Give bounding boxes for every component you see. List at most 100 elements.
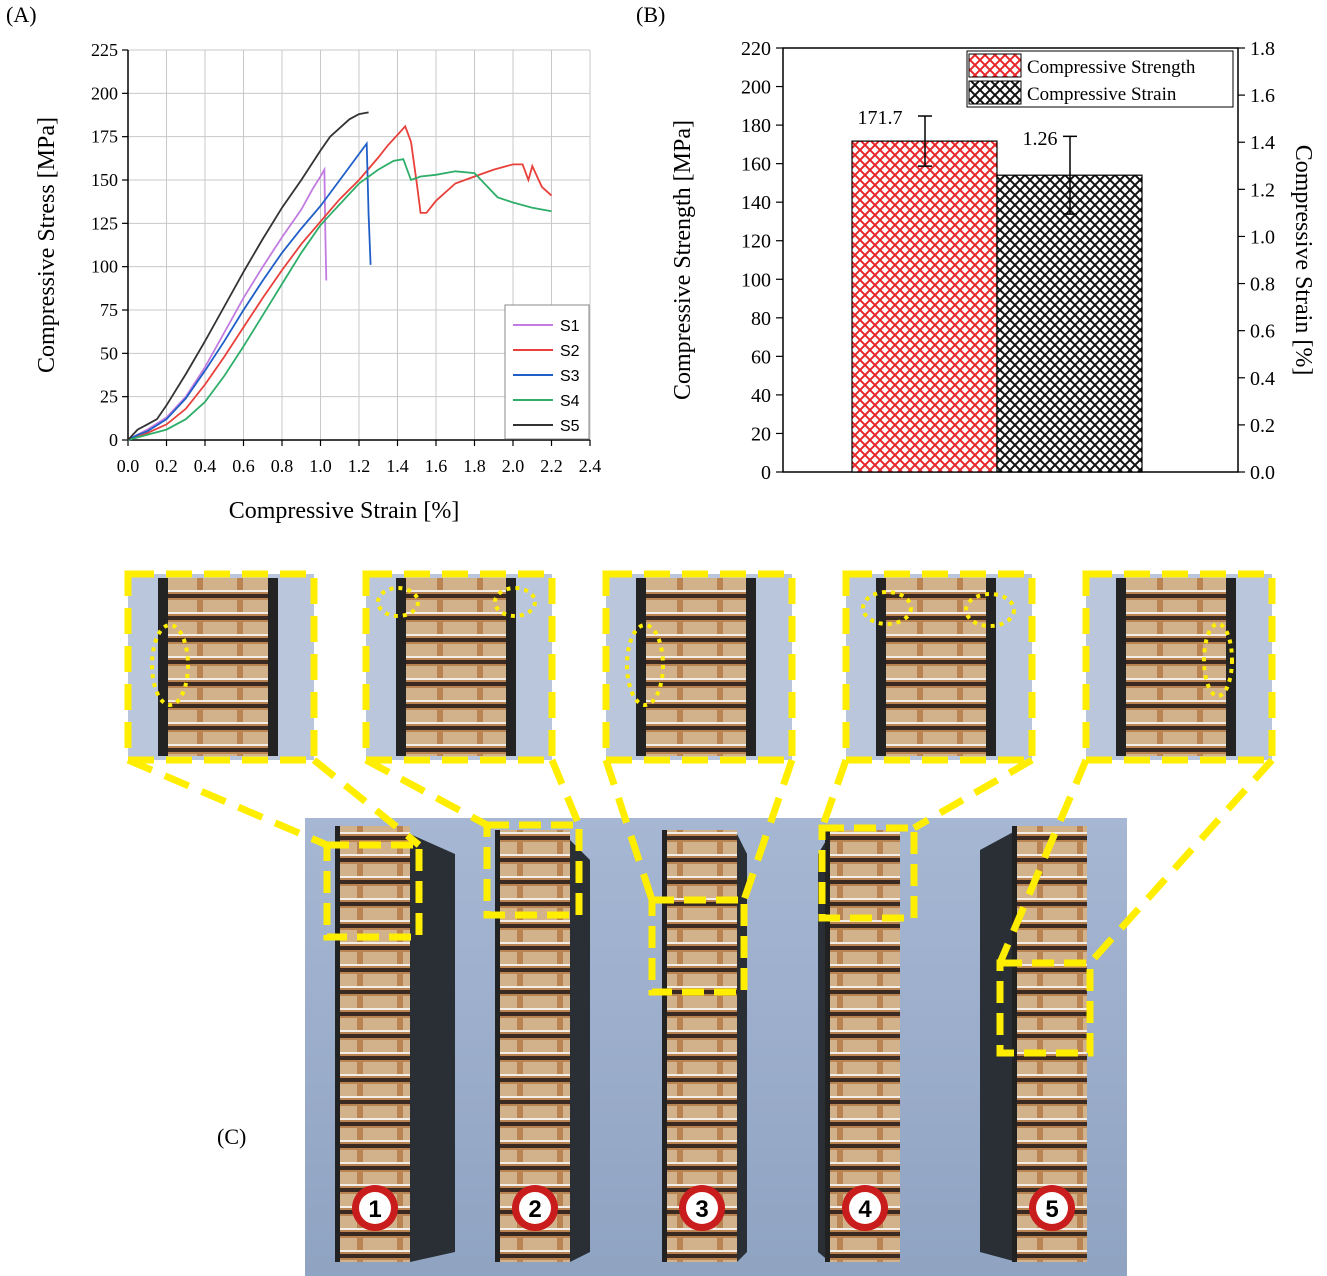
x-tick-label: 1.0 bbox=[309, 456, 332, 476]
data-label-strain: 1.26 bbox=[1023, 128, 1058, 150]
y-axis-label: Compressive Stress [MPa] bbox=[34, 117, 60, 373]
inset-5-frame bbox=[1082, 570, 1276, 764]
inset-5-facesheet-left bbox=[1116, 578, 1126, 756]
y-tick-label: 75 bbox=[100, 300, 118, 320]
legend-label-s5: S5 bbox=[560, 418, 580, 435]
specimen-1-highlight-box bbox=[323, 841, 423, 941]
y-right-tick-label: 1.2 bbox=[1250, 179, 1275, 201]
specimen-2-edge bbox=[495, 830, 500, 1262]
y-right-tick-label: 0.6 bbox=[1250, 321, 1275, 343]
y-right-tick-label: 1.0 bbox=[1250, 226, 1275, 248]
legend-swatch-strain bbox=[968, 80, 1022, 105]
bar-compressive-strain bbox=[996, 174, 1143, 473]
specimen-1-badge-inner bbox=[359, 1192, 391, 1224]
specimen-1-facesheet bbox=[410, 834, 455, 1262]
zoom-connector-line bbox=[126, 756, 329, 849]
specimen-2-badge-inner bbox=[519, 1192, 551, 1224]
y-right-tick-label: 0.4 bbox=[1250, 368, 1275, 390]
stress-strain-chart: 0.0 0.2 0.4 0.6 0.8 1.0 1.2 1.4 1.6 1.8 2.0 2.2 2.4 0… bbox=[34, 40, 602, 524]
legend-label-s4: S4 bbox=[560, 393, 580, 410]
inset-1-facesheet-left bbox=[158, 578, 168, 756]
strength-strain-bar-chart: 0 20 40 60 80 100 120 140 160 180 200 220 0.0 0.2 0.4 0… bbox=[670, 38, 1316, 484]
y-tick-label: 160 bbox=[741, 154, 771, 176]
inset-2-core bbox=[406, 578, 506, 756]
y-right-tick-label: 1.4 bbox=[1250, 132, 1275, 154]
inset-5-facesheet-right bbox=[1226, 578, 1236, 756]
damage-highlight-ellipse bbox=[964, 592, 1016, 628]
inset-5-core bbox=[1126, 578, 1226, 756]
series-s5-line bbox=[127, 111, 369, 441]
series-s4-line bbox=[127, 158, 552, 441]
y-right-axis-label: Compressive Strain [%] bbox=[1290, 145, 1316, 376]
specimen-2-highlight-box bbox=[483, 821, 583, 919]
damage-highlight-ellipse bbox=[861, 590, 913, 626]
x-tick-label: 0.4 bbox=[194, 456, 217, 476]
damage-highlight-ellipse bbox=[493, 586, 537, 618]
y-tick-label: 0 bbox=[109, 430, 118, 450]
specimen-3-number: 3 bbox=[695, 1196, 708, 1223]
specimen-5-number: 5 bbox=[1045, 1196, 1058, 1223]
y-right-tick-label: 1.8 bbox=[1250, 38, 1275, 60]
damage-highlight-ellipse bbox=[150, 623, 190, 707]
damage-highlight-ellipse bbox=[1202, 622, 1234, 698]
y-tick-label: 225 bbox=[91, 40, 118, 60]
damage-highlight-ellipse bbox=[376, 586, 420, 618]
data-label-strength: 171.7 bbox=[858, 107, 903, 129]
y-tick-label: 220 bbox=[741, 38, 771, 60]
x-axis-label: Compressive Strain [%] bbox=[229, 498, 460, 524]
specimen-2-number: 2 bbox=[528, 1196, 541, 1223]
y-tick-label: 25 bbox=[100, 387, 118, 407]
y-right-tick-label: 0.8 bbox=[1250, 274, 1275, 296]
x-tick-label: 1.8 bbox=[463, 456, 486, 476]
y-axis-label: Compressive Strength [MPa] bbox=[670, 120, 696, 400]
legend-label-s3: S3 bbox=[560, 368, 580, 385]
specimen-4-number: 4 bbox=[858, 1196, 872, 1223]
panel-a-label: (A) bbox=[6, 2, 37, 27]
y-tick-label: 120 bbox=[741, 231, 771, 253]
y-right-tick-label: 1.6 bbox=[1250, 85, 1275, 107]
x-tick-label: 1.6 bbox=[425, 456, 448, 476]
zoom-connector-line bbox=[548, 758, 583, 827]
inset-3-facesheet-right bbox=[746, 578, 756, 756]
specimen-1-edge bbox=[335, 826, 340, 1262]
specimen-3-edge bbox=[662, 830, 667, 1262]
damage-highlight-ellipse bbox=[625, 623, 665, 707]
x-tick-label: 2.4 bbox=[579, 456, 602, 476]
inset-4-facesheet-left bbox=[876, 578, 886, 756]
y-tick-label: 100 bbox=[741, 269, 771, 291]
y-right-tick-label: 0.0 bbox=[1250, 462, 1275, 484]
y-tick-label: 125 bbox=[91, 213, 118, 233]
specimen-1-number: 1 bbox=[368, 1196, 381, 1223]
x-tick-label: 2.2 bbox=[540, 456, 563, 476]
zoom-connector-line bbox=[818, 758, 850, 830]
legend-label-strain: Compressive Strain bbox=[1027, 84, 1177, 105]
y-tick-label: 140 bbox=[741, 192, 771, 214]
specimen-4-badge-inner bbox=[849, 1192, 881, 1224]
y-tick-label: 0 bbox=[761, 462, 771, 484]
panel-c-label: (C) bbox=[217, 1124, 247, 1149]
specimen-5-edge bbox=[1012, 826, 1017, 1262]
specimen-3-highlight-box bbox=[648, 896, 748, 996]
inset-4-frame bbox=[842, 570, 1036, 764]
y-tick-label: 100 bbox=[91, 257, 118, 277]
inset-2-facesheet-left bbox=[396, 578, 406, 756]
zoom-connector-line bbox=[311, 757, 422, 848]
y-tick-label: 50 bbox=[100, 343, 118, 363]
specimen-5-badge-inner bbox=[1036, 1192, 1068, 1224]
y-tick-label: 175 bbox=[91, 127, 118, 147]
series-s2-line bbox=[127, 124, 553, 441]
zoom-connector-line bbox=[912, 756, 1034, 832]
y-tick-label: 200 bbox=[91, 83, 118, 103]
legend-swatch-strength bbox=[968, 53, 1022, 78]
series-s1-line bbox=[127, 166, 328, 441]
zoom-connector-line bbox=[1087, 757, 1275, 966]
specimen-4-highlight-box bbox=[818, 824, 918, 922]
y-tick-label: 180 bbox=[741, 115, 771, 137]
legend-label-s2: S2 bbox=[560, 343, 580, 360]
y-right-tick-label: 0.2 bbox=[1250, 415, 1275, 437]
legend-box bbox=[504, 304, 590, 440]
y-tick-label: 150 bbox=[91, 170, 118, 190]
bar-compressive-strength bbox=[851, 140, 998, 473]
y-tick-label: 200 bbox=[741, 77, 771, 99]
